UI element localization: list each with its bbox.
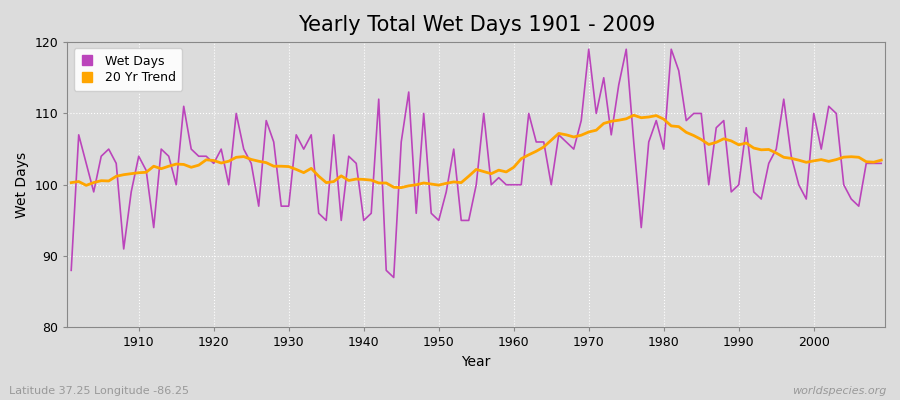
20 Yr Trend [291,167,302,172]
20 Yr Trend [508,165,519,170]
Wet Days [291,132,302,137]
Title: Yearly Total Wet Days 1901 - 2009: Yearly Total Wet Days 1901 - 2009 [298,15,655,35]
20 Yr Trend [66,180,77,185]
Wet Days [66,268,77,273]
Wet Days [613,82,624,87]
Y-axis label: Wet Days: Wet Days [15,152,29,218]
X-axis label: Year: Year [462,355,490,369]
20 Yr Trend [628,113,639,118]
Wet Days [336,218,346,223]
Line: Wet Days: Wet Days [71,49,881,278]
Wet Days [126,190,137,194]
20 Yr Trend [126,171,137,176]
20 Yr Trend [336,174,346,178]
Wet Days [508,182,519,187]
20 Yr Trend [396,185,407,190]
Line: 20 Yr Trend: 20 Yr Trend [71,115,881,188]
Wet Days [583,47,594,52]
Wet Days [388,275,399,280]
Text: Latitude 37.25 Longitude -86.25: Latitude 37.25 Longitude -86.25 [9,386,189,396]
Wet Days [876,161,886,166]
20 Yr Trend [606,119,616,124]
20 Yr Trend [516,156,526,161]
Legend: Wet Days, 20 Yr Trend: Wet Days, 20 Yr Trend [74,48,182,91]
Text: worldspecies.org: worldspecies.org [792,386,886,396]
20 Yr Trend [876,158,886,162]
Wet Days [516,182,526,187]
